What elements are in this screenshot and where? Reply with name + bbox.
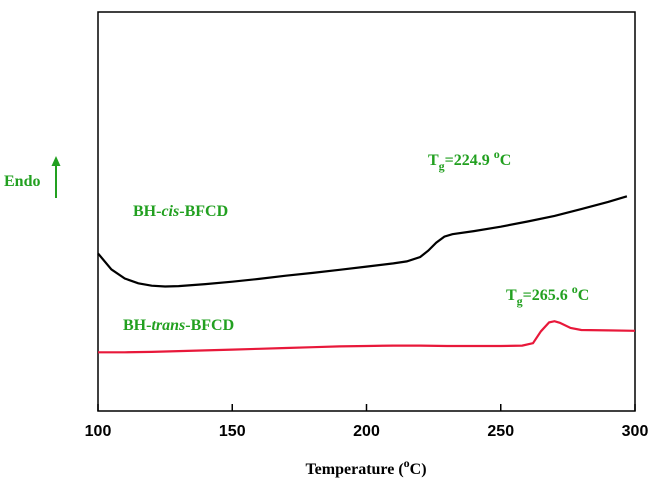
x-axis-ticks: 100 150 200 250 300	[85, 404, 649, 440]
y-axis-label-endo: Endo	[4, 173, 40, 190]
x-axis-title: Temperature (oC)	[305, 456, 426, 478]
endo-arrow-icon	[51, 156, 61, 166]
series-line-cis	[97, 195, 628, 288]
series-label-trans: BH-trans-BFCD	[123, 317, 234, 334]
series-label-cis: BH-cis-BFCD	[133, 203, 228, 220]
x-tick-label: 250	[487, 423, 514, 440]
series-group	[97, 195, 636, 354]
x-tick-label: 200	[353, 423, 380, 440]
x-tick-label: 300	[622, 423, 649, 440]
series-line-trans	[98, 320, 636, 354]
annotation-tg-cis: Tg=224.9 oC	[428, 147, 511, 173]
annotation-tg-trans: Tg=265.6 oC	[506, 282, 589, 308]
x-tick-label: 100	[85, 423, 112, 440]
x-tick-label: 150	[219, 423, 246, 440]
